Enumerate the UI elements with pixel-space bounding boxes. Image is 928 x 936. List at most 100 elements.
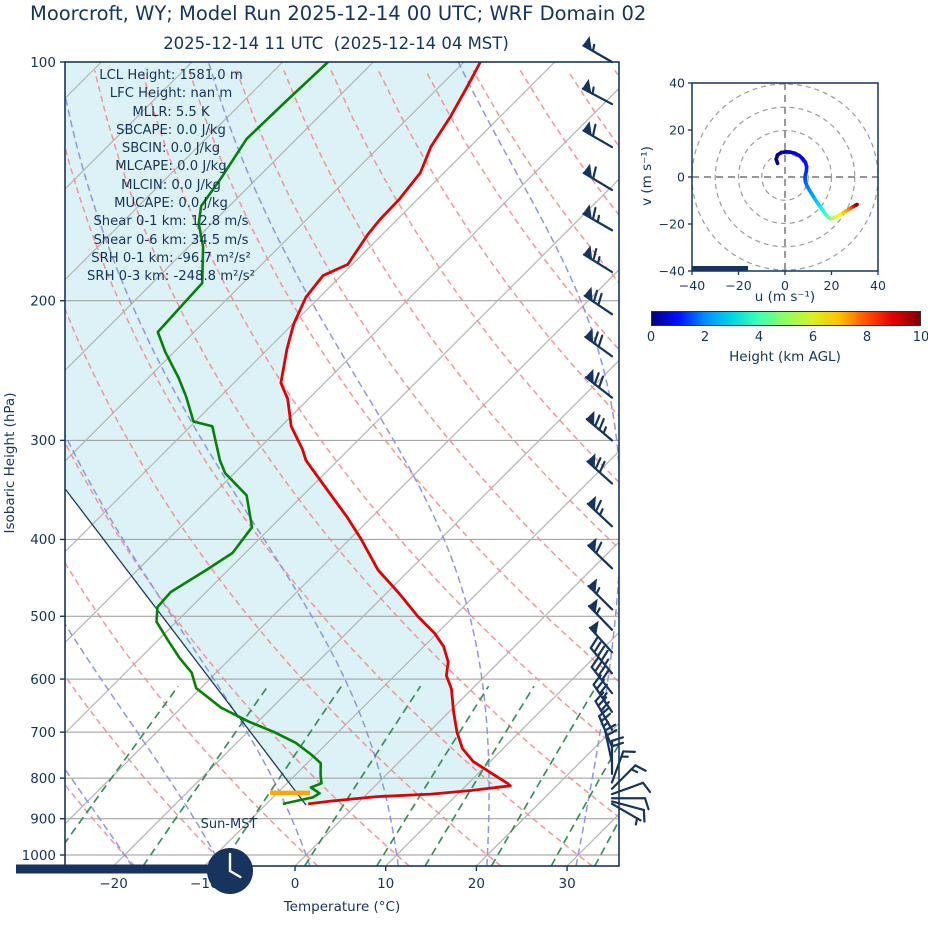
x-axis-label: Temperature (°C) [283,899,401,915]
sun-time-label: Sun-MST [200,817,258,832]
dry-adiabat-line [519,70,619,217]
mixing-ratio-line [424,685,535,866]
wind-barb [590,656,614,695]
mixing-ratio-line [594,819,619,866]
isotherm-line [65,87,619,644]
sounding-index-line: MLLR: 5.5 K [132,104,210,120]
dry-adiabat-line [141,70,619,751]
moist-adiabat-line [65,90,400,866]
sounding-index-line: LCL Height: 1581.0 m [99,68,243,83]
hodograph-y-tick-label: 0 [677,170,685,185]
x-tick-label: 10 [377,876,394,892]
wind-barb [582,245,614,274]
sounding-index-line: MLCIN: 0.0 J/kg [121,177,221,193]
hodograph-y-label: v (m s⁻¹) [639,146,655,206]
hodograph-x-label: u (m s⁻¹) [754,289,816,305]
wind-barb [587,598,614,631]
wind-barb [582,163,614,192]
y-tick-label: 600 [30,672,56,688]
sounding-index-line: LFC Height: nan m [109,86,233,102]
y-tick-label: 200 [30,294,56,310]
x-tick-label: −20 [99,876,128,892]
y-tick-label: 300 [30,433,56,449]
moist-adiabat-line [65,622,223,866]
isotherm-line [385,631,619,866]
wind-barb [610,736,625,775]
wind-barb [589,637,614,675]
wind-barb [582,204,614,232]
hodograph-y-tick-label: −40 [659,264,685,279]
dry-adiabat-line [662,70,928,866]
wind-barb [610,781,652,796]
moist-adiabat-line [65,768,134,866]
hodograph-x-tick-label: −20 [725,278,751,293]
height-colorbar [651,311,921,326]
hodograph-ring [714,106,856,248]
parcel-trace-line [65,489,307,806]
wind-barb [586,495,614,528]
sounding-index-line: SBCAPE: 0.0 J/kg [116,122,226,138]
sounding-indices-block: LCL Height: 1581.0 m LFC Height: nan m MLL… [70,67,272,287]
figure-subtitle: 2025-12-14 11 UTC (2025-12-14 04 MST) [163,34,509,53]
mixing-ratio-line [303,685,422,866]
dry-adiabat-line [566,69,619,148]
wind-barb [584,368,614,399]
y-tick-label: 900 [30,812,56,828]
hodograph-x-tick-label: −40 [679,278,705,293]
sounding-index-line: MLCAPE: 0.0 J/kg [115,159,227,175]
y-tick-label: 100 [30,55,56,71]
mixing-ratio-line [550,742,619,866]
isotherm-line [658,62,928,866]
plot-frame [64,61,620,867]
isotherm-line [65,62,374,372]
sounding-index-line: MUCAPE: 0.0 J/kg [114,196,228,212]
mixing-ratio-line [490,685,598,866]
night-span-bar [16,864,208,874]
y-tick-label: 800 [30,771,56,787]
x-tick-label: 30 [559,876,576,892]
wind-barb [581,78,614,106]
y-tick-label: 500 [30,609,56,625]
hodograph-plot [692,83,878,271]
clock-icon [207,848,253,894]
dry-adiabat-line [65,440,410,866]
wind-barb [587,537,614,570]
sounding-index-line: Shear 0-6 km: 34.5 m/s [93,232,249,248]
temperature-curve [279,62,512,806]
moist-adiabat-line [207,62,490,866]
moist-adiabat-line [65,433,311,866]
sounding-index-line: Shear 0-1 km: 12.8 m/s [93,214,249,230]
hodograph-axes: −40−40 −20 −20 0 0 20 20 40 40 [659,76,886,294]
wind-barb [610,750,636,784]
isotherm-line [566,813,619,866]
dry-adiabat-line [93,70,619,819]
wind-barb [586,453,614,485]
dry-adiabat-line [65,561,319,866]
hodograph-ring [737,129,833,225]
mixing-ratio-line [376,685,490,866]
wind-barb [592,674,614,713]
isotherm-line [475,722,619,866]
profile-curves [65,62,512,806]
dry-adiabat-line [377,70,619,418]
wind-barb [610,800,646,823]
isotherm-line [203,450,619,866]
colorbar-label: Height (km AGL) [729,349,841,365]
clock-hour-hand [228,869,242,879]
hodograph-x-tick-label: 40 [870,278,886,293]
dry-adiabat-line [65,783,136,866]
sounding-index-line: SBCIN: 0.0 J/kg [121,141,221,157]
isotherm-line [65,62,465,462]
y-tick-label: 1000 [22,848,56,864]
isotherm-line [65,178,619,735]
shade-polygon [65,62,511,806]
isotherm-line [294,541,619,866]
mixing-ratio-line [142,685,269,866]
moist-adiabat-line [457,62,619,866]
wind-barb [604,723,618,764]
wind-barb [610,764,647,790]
skewt-axes: −20 −10 0 10 20 30100200300400500600700800900… [16,55,620,892]
sounding-index-line: SRH 0-1 km: -96.7 m²/s² [91,250,251,266]
isotherm-line [65,269,619,825]
